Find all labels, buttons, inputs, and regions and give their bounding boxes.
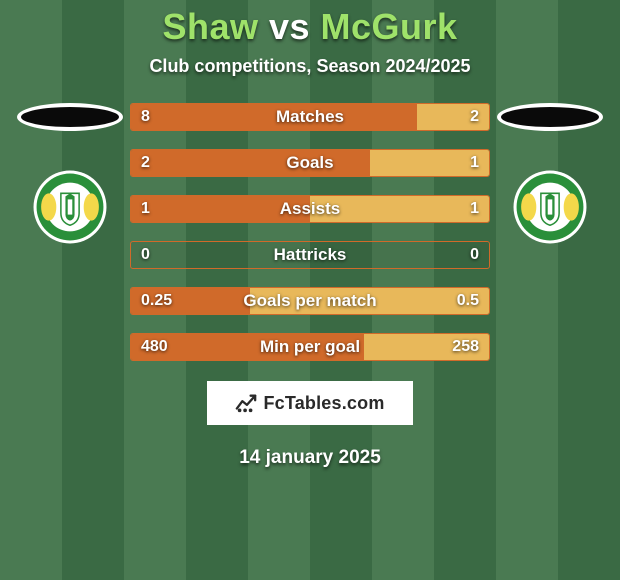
stat-row-assists: Assists11	[130, 195, 490, 223]
page-title: Shaw vs McGurk	[162, 6, 457, 48]
stat-bar-right	[310, 196, 489, 222]
player1-photo-placeholder	[17, 103, 123, 131]
stat-row-goals-per-match: Goals per match0.250.5	[130, 287, 490, 315]
player2-side	[490, 103, 610, 245]
stat-row-matches: Matches82	[130, 103, 490, 131]
content-root: Shaw vs McGurk Club competitions, Season…	[0, 0, 620, 580]
stat-value-left: 0	[141, 242, 150, 268]
stat-bars: Matches82 Goals21 Assists11 Hattricks0 0 Goal…	[130, 103, 490, 361]
comparison-area: Matches82 Goals21 Assists11 Hattricks0 0 Goal…	[0, 103, 620, 361]
subtitle: Club competitions, Season 2024/2025	[149, 56, 470, 77]
stat-bar-left	[131, 196, 310, 222]
stat-row-hattricks: Hattricks0 0	[130, 241, 490, 269]
stat-bar-right	[364, 334, 489, 360]
stat-bar-right	[370, 150, 489, 176]
footer-date: 14 january 2025	[239, 447, 381, 469]
title-player2: McGurk	[310, 6, 458, 47]
stat-bar-left	[131, 288, 250, 314]
stat-row-goals: Goals21	[130, 149, 490, 177]
brand-text: FcTables.com	[263, 393, 384, 414]
player2-club-crest	[512, 169, 588, 245]
stat-value-right: 0	[470, 242, 479, 268]
stat-bar-right	[250, 288, 489, 314]
stat-bar-left	[131, 150, 370, 176]
title-player1: Shaw	[162, 6, 269, 47]
player1-side	[10, 103, 130, 245]
stat-row-min-per-goal: Min per goal480258	[130, 333, 490, 361]
player2-photo-placeholder	[497, 103, 603, 131]
stat-bar-left	[131, 104, 417, 130]
chart-icon	[235, 392, 257, 414]
brand-box: FcTables.com	[207, 381, 413, 425]
stat-label: Hattricks	[131, 242, 489, 268]
stat-bar-left	[131, 334, 364, 360]
title-vs: vs	[269, 6, 310, 47]
player1-club-crest	[32, 169, 108, 245]
stat-bar-right	[417, 104, 489, 130]
